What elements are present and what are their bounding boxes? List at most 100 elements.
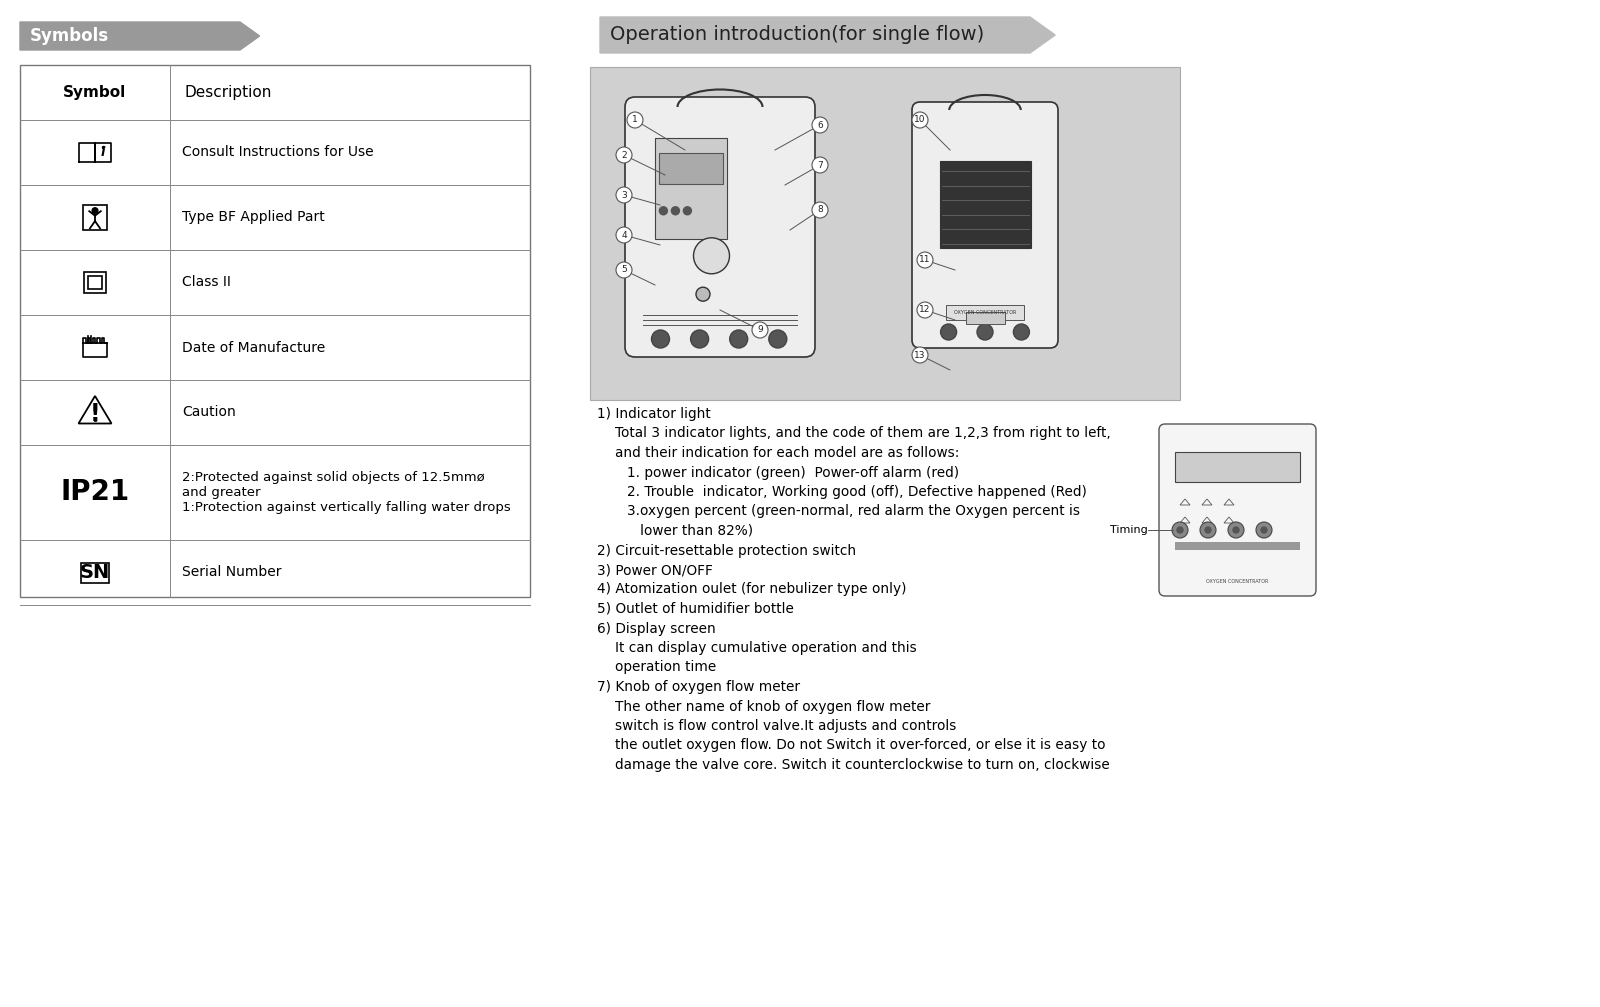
- Circle shape: [912, 347, 928, 363]
- Text: 2. Trouble  indicator, Working good (off), Defective happened (Red): 2. Trouble indicator, Working good (off)…: [627, 485, 1086, 499]
- Circle shape: [627, 112, 643, 128]
- FancyBboxPatch shape: [1158, 424, 1315, 596]
- Circle shape: [1256, 522, 1272, 538]
- Bar: [82, 563, 109, 582]
- Text: 2) Circuit-resettable protection switch: 2) Circuit-resettable protection switch: [597, 544, 856, 558]
- Text: Total 3 indicator lights, and the code of them are 1,2,3 from right to left,: Total 3 indicator lights, and the code o…: [614, 427, 1110, 440]
- Circle shape: [1013, 324, 1029, 340]
- Circle shape: [917, 252, 933, 268]
- Circle shape: [696, 287, 710, 301]
- Text: 3.oxygen percent (green-normal, red alarm the Oxygen percent is: 3.oxygen percent (green-normal, red alar…: [627, 505, 1080, 519]
- Text: Caution: Caution: [182, 406, 235, 420]
- Text: and greater: and greater: [182, 486, 261, 499]
- Text: The other name of knob of oxygen flow meter: The other name of knob of oxygen flow me…: [614, 700, 930, 714]
- Bar: [965, 312, 1005, 324]
- Text: damage the valve core. Switch it counterclockwise to turn on, clockwise: damage the valve core. Switch it counter…: [614, 758, 1110, 772]
- Text: Date of Manufacture: Date of Manufacture: [182, 340, 325, 354]
- Text: Symbols: Symbols: [30, 27, 109, 45]
- Text: 1: 1: [632, 116, 638, 125]
- Circle shape: [1234, 527, 1238, 533]
- Circle shape: [616, 227, 632, 243]
- Text: OXYGEN CONCENTRATOR: OXYGEN CONCENTRATOR: [1206, 579, 1269, 584]
- Circle shape: [1229, 522, 1245, 538]
- Text: switch is flow control valve.It adjusts and controls: switch is flow control valve.It adjusts …: [614, 719, 957, 733]
- Text: Symbol: Symbol: [64, 85, 126, 100]
- Text: 3) Power ON/OFF: 3) Power ON/OFF: [597, 563, 714, 577]
- Bar: [85, 272, 106, 293]
- Text: 7) Knob of oxygen flow meter: 7) Knob of oxygen flow meter: [597, 680, 800, 694]
- Circle shape: [616, 147, 632, 163]
- Bar: [656, 138, 726, 239]
- Bar: [939, 160, 1030, 248]
- Circle shape: [1205, 527, 1211, 533]
- Text: 10: 10: [914, 116, 926, 125]
- Text: 6) Display screen: 6) Display screen: [597, 621, 715, 635]
- Text: SN: SN: [80, 563, 110, 582]
- Text: Consult Instructions for Use: Consult Instructions for Use: [182, 145, 374, 159]
- Circle shape: [752, 322, 768, 338]
- Text: It can display cumulative operation and this: It can display cumulative operation and …: [614, 641, 917, 655]
- Circle shape: [659, 206, 667, 214]
- Text: i: i: [101, 145, 106, 158]
- Text: Type BF Applied Part: Type BF Applied Part: [182, 210, 325, 225]
- Text: operation time: operation time: [614, 661, 717, 675]
- Text: !: !: [90, 402, 101, 426]
- Text: Description: Description: [186, 85, 272, 100]
- Text: 7: 7: [818, 160, 822, 169]
- Text: Timing: Timing: [1110, 525, 1147, 535]
- Polygon shape: [19, 22, 259, 50]
- Circle shape: [730, 330, 747, 348]
- Text: Class II: Class II: [182, 276, 230, 289]
- Text: 9: 9: [757, 325, 763, 334]
- Text: 4: 4: [621, 231, 627, 240]
- Bar: [88, 276, 102, 289]
- Text: OXYGEN CONCENTRATOR: OXYGEN CONCENTRATOR: [954, 310, 1016, 315]
- Circle shape: [813, 202, 829, 218]
- Text: the outlet oxygen flow. Do not Switch it over-forced, or else it is easy to: the outlet oxygen flow. Do not Switch it…: [614, 738, 1106, 752]
- Text: Operation introduction(for single flow): Operation introduction(for single flow): [610, 25, 984, 44]
- Text: 5) Outlet of humidifier bottle: 5) Outlet of humidifier bottle: [597, 602, 794, 616]
- Text: 5: 5: [621, 266, 627, 275]
- Circle shape: [768, 330, 787, 348]
- Bar: [83, 204, 107, 231]
- Circle shape: [1261, 527, 1267, 533]
- Circle shape: [616, 187, 632, 203]
- Bar: [1174, 452, 1299, 482]
- Circle shape: [672, 206, 680, 214]
- Circle shape: [693, 238, 730, 274]
- Bar: [946, 305, 1024, 320]
- Text: 12: 12: [920, 305, 931, 314]
- Text: 1. power indicator (green)  Power-off alarm (red): 1. power indicator (green) Power-off ala…: [627, 465, 958, 479]
- Text: and their indication for each model are as follows:: and their indication for each model are …: [614, 446, 960, 460]
- Text: 2:Protected against solid objects of 12.5mmø: 2:Protected against solid objects of 12.…: [182, 471, 485, 484]
- Circle shape: [813, 157, 829, 173]
- Text: 2: 2: [621, 150, 627, 159]
- Text: 1) Indicator light: 1) Indicator light: [597, 407, 710, 421]
- Circle shape: [813, 117, 829, 133]
- Text: 6: 6: [818, 121, 822, 130]
- Text: 11: 11: [920, 256, 931, 265]
- Circle shape: [941, 324, 957, 340]
- Circle shape: [912, 112, 928, 128]
- Circle shape: [1178, 527, 1182, 533]
- Circle shape: [691, 330, 709, 348]
- Text: 8: 8: [818, 205, 822, 214]
- Circle shape: [616, 262, 632, 278]
- Circle shape: [651, 330, 669, 348]
- Circle shape: [1171, 522, 1187, 538]
- Bar: [1174, 542, 1299, 550]
- Text: lower than 82%): lower than 82%): [627, 524, 754, 538]
- Circle shape: [917, 302, 933, 318]
- Circle shape: [978, 324, 994, 340]
- Bar: [19, 65, 530, 597]
- Bar: [590, 67, 1181, 400]
- Text: 13: 13: [914, 350, 926, 359]
- Bar: [659, 153, 723, 183]
- Circle shape: [683, 206, 691, 214]
- Circle shape: [1200, 522, 1216, 538]
- Text: 4) Atomization oulet (for nebulizer type only): 4) Atomization oulet (for nebulizer type…: [597, 582, 907, 596]
- Text: IP21: IP21: [61, 478, 130, 507]
- Circle shape: [93, 207, 98, 213]
- Text: 1:Protection against vertically falling water drops: 1:Protection against vertically falling …: [182, 501, 510, 514]
- FancyBboxPatch shape: [626, 97, 814, 357]
